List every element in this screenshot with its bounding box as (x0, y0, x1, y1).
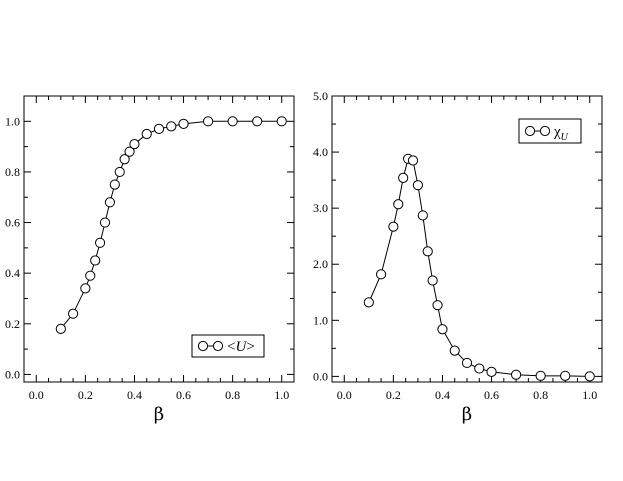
legend: <U> (191, 334, 265, 358)
data-point (94, 237, 106, 248)
data-point (412, 180, 424, 191)
data-point (153, 123, 165, 135)
data-point (227, 116, 238, 127)
data-point (393, 199, 404, 210)
x-axis-title: β (154, 404, 164, 425)
data-point (486, 366, 497, 378)
x-tick-label: 0.4 (435, 388, 450, 402)
x-tick-label: 0.8 (533, 388, 548, 402)
data-point (584, 371, 595, 382)
x-tick-label: 0.4 (127, 388, 142, 402)
x-tick-label: 0.8 (225, 388, 240, 402)
y-tick-label: 0.2 (5, 317, 20, 331)
data-point (417, 210, 428, 221)
left-chart-panel: 0.0 0.2 0.4 0.6 0.8 1.0 0.0 0.2 0.4 0.6 0.8 1.0 β <U> (5, 95, 295, 425)
x-tick-label: 0.2 (386, 388, 401, 402)
x-tick-label: 0.6 (176, 388, 191, 402)
data-point (510, 369, 522, 380)
data-point (276, 116, 287, 127)
data-point (80, 283, 91, 294)
y-tick-label: 3.0 (313, 201, 328, 215)
legend-label: χU (553, 124, 569, 143)
data-point (535, 370, 546, 381)
data-point (129, 138, 140, 150)
y-tick-label: 4.0 (313, 145, 328, 159)
data-point (90, 255, 101, 266)
y-tick-label: 1.0 (313, 313, 328, 327)
legend-marker (524, 125, 536, 137)
data-point (178, 118, 189, 129)
legend-marker (539, 125, 551, 137)
data-point (437, 324, 448, 335)
data-point (114, 166, 125, 178)
data-point (104, 197, 116, 208)
x-tick-label: 1.0 (582, 388, 597, 402)
series-line (368, 158, 590, 377)
data-point (388, 221, 399, 232)
x-tick-label: 0.6 (484, 388, 499, 402)
legend-marker (197, 340, 209, 352)
data-point (449, 345, 460, 356)
legend: χU (518, 118, 582, 144)
y-tick-label: 5.0 (313, 89, 328, 103)
x-axis-title: β (462, 404, 472, 425)
x-tick-label: 0.2 (78, 388, 93, 402)
y-tick-label: 0.0 (313, 369, 328, 383)
right-chart-panel: 0.0 0.2 0.4 0.6 0.8 1.0 0.0 1.0 2.0 3.0 4.0 5.0 β χU (313, 89, 603, 425)
data-point (252, 116, 263, 127)
x-tick-label: 0.0 (337, 388, 352, 402)
data-point (124, 146, 135, 157)
y-tick-label: 0.6 (5, 216, 20, 230)
data-point (474, 363, 485, 374)
data-point (202, 116, 214, 127)
data-point (141, 128, 152, 140)
data-point (99, 217, 111, 228)
data-point (560, 370, 571, 381)
data-point (55, 323, 66, 334)
y-tick-label: 0.0 (5, 367, 20, 381)
legend-box (191, 334, 265, 358)
data-point (461, 357, 473, 369)
data-point (398, 172, 409, 183)
series-line (60, 120, 282, 330)
data-point (407, 155, 419, 166)
data-point (85, 270, 96, 281)
y-tick-label: 0.8 (5, 165, 20, 179)
data-point (427, 275, 438, 286)
data-point (119, 154, 130, 165)
x-tick-label: 0.0 (29, 388, 44, 402)
data-point (67, 308, 79, 319)
y-tick-label: 0.4 (5, 266, 20, 280)
x-tick-label: 1.0 (274, 388, 289, 402)
legend-marker (212, 340, 224, 352)
data-point (109, 179, 120, 190)
data-point (375, 269, 387, 280)
data-point (166, 121, 177, 132)
legend-label: <U> (227, 339, 255, 355)
y-tick-label: 2.0 (313, 257, 328, 271)
data-point (432, 300, 443, 311)
data-point (363, 297, 374, 308)
y-tick-label: 1.0 (5, 114, 20, 128)
data-point (422, 246, 433, 257)
